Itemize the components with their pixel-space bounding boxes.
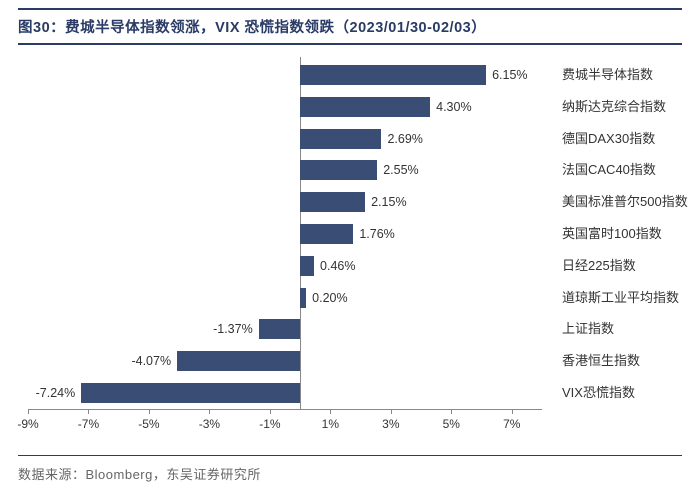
category-label: VIX恐慌指数 — [562, 381, 635, 405]
data-source: 数据来源：Bloomberg，东吴证券研究所 — [18, 464, 682, 483]
bar-value-label: 2.55% — [383, 158, 418, 182]
bar-row: -1.37% — [28, 314, 542, 346]
x-tick-label: 7% — [503, 417, 520, 431]
category-label: 日经225指数 — [562, 254, 636, 278]
category-label: 英国富时100指数 — [562, 222, 662, 246]
bar — [300, 160, 377, 180]
bar-value-label: 0.46% — [320, 254, 355, 278]
x-tick-label: 3% — [382, 417, 399, 431]
bar-row: 0.46% — [28, 250, 542, 282]
x-tick-label: -9% — [17, 417, 38, 431]
x-tick — [512, 409, 513, 414]
category-label: 德国DAX30指数 — [562, 127, 655, 151]
chart-title: 图30：费城半导体指数领涨，VIX 恐慌指数领跌（2023/01/30-02/0… — [18, 20, 486, 36]
figure-container: 图30：费城半导体指数领涨，VIX 恐慌指数领跌（2023/01/30-02/0… — [0, 0, 700, 493]
plot-region: 6.15%费城半导体指数4.30%纳斯达克综合指数2.69%德国DAX30指数2… — [28, 57, 542, 421]
bar-value-label: 2.69% — [387, 127, 422, 151]
bar — [300, 256, 314, 276]
separator — [18, 455, 682, 456]
category-label: 香港恒生指数 — [562, 349, 640, 373]
bar-value-label: 2.15% — [371, 190, 406, 214]
bar — [300, 65, 486, 85]
category-label: 美国标准普尔500指数 — [562, 190, 688, 214]
bar-row: 6.15% — [28, 59, 542, 91]
x-tick — [88, 409, 89, 414]
x-tick — [391, 409, 392, 414]
bar-row: 2.55% — [28, 154, 542, 186]
chart-area: 6.15% 费城半导体指数 4.30% 纳斯达克综合指数 2.69% 德国DAX30指数 2… — [18, 51, 682, 451]
x-tick-label: -1% — [259, 417, 280, 431]
bar-value-label: -7.24% — [36, 381, 76, 405]
category-label: 费城半导体指数 — [562, 63, 653, 87]
category-label: 道琼斯工业平均指数 — [562, 286, 679, 310]
bar — [300, 224, 353, 244]
x-tick — [330, 409, 331, 414]
x-tick-label: 5% — [443, 417, 460, 431]
category-label: 法国CAC40指数 — [562, 158, 656, 182]
title-bar: 图30：费城半导体指数领涨，VIX 恐慌指数领跌（2023/01/30-02/0… — [18, 8, 682, 45]
bar-row: -7.24% — [28, 377, 542, 409]
bar-value-label: 0.20% — [312, 286, 347, 310]
bar-row: -4.07% — [28, 345, 542, 377]
bar-value-label: -1.37% — [213, 317, 253, 341]
x-tick — [270, 409, 271, 414]
bar — [300, 129, 381, 149]
bar-value-label: 6.15% — [492, 63, 527, 87]
x-tick-label: 1% — [322, 417, 339, 431]
bar-value-label: 1.76% — [359, 222, 394, 246]
bar-value-label: 4.30% — [436, 95, 471, 119]
bar — [300, 288, 306, 308]
bar — [259, 319, 300, 339]
bar-row: 4.30% — [28, 91, 542, 123]
bar-row: 2.69% — [28, 123, 542, 155]
bar-row: 2.15% — [28, 186, 542, 218]
x-tick — [451, 409, 452, 414]
bar-row: 1.76% — [28, 218, 542, 250]
bar — [300, 97, 430, 117]
x-axis — [28, 409, 542, 410]
x-tick — [149, 409, 150, 414]
x-tick-label: -3% — [199, 417, 220, 431]
bar-row: 0.20% — [28, 282, 542, 314]
bar — [300, 192, 365, 212]
x-tick — [28, 409, 29, 414]
bar-value-label: -4.07% — [131, 349, 171, 373]
bar — [81, 383, 300, 403]
x-tick-label: -7% — [78, 417, 99, 431]
x-tick-label: -5% — [138, 417, 159, 431]
category-label: 纳斯达克综合指数 — [562, 95, 666, 119]
x-tick — [209, 409, 210, 414]
bar — [177, 351, 300, 371]
category-label: 上证指数 — [562, 317, 614, 341]
